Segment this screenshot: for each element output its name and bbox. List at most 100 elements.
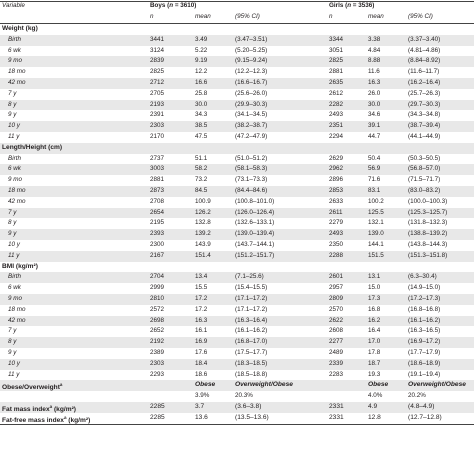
cell-bn: 2293 bbox=[150, 370, 165, 378]
table-row: 8 y 2195 132.8 (132.6–133.1) 2279 132.1 (131.8… bbox=[0, 218, 474, 229]
cell-gc: (44.1–44.9) bbox=[408, 133, 441, 140]
cell-bc: (139.0–139.4) bbox=[235, 230, 275, 238]
cell-gm: 4.84 bbox=[368, 46, 381, 54]
cell-bn: 2825 bbox=[150, 68, 165, 76]
cell-gn: 2622 bbox=[329, 316, 344, 324]
cell-gn: 2331 bbox=[329, 413, 344, 421]
row-label: 9 mo bbox=[8, 295, 22, 302]
cell-bm: 18.6 bbox=[195, 370, 208, 378]
table-row: 11 y 2170 47.5 (47.2–47.9) 2294 44.7 (44.1–44.… bbox=[0, 132, 474, 143]
cell-bm: 143.9 bbox=[195, 241, 211, 248]
cell-bc: (132.6–133.1) bbox=[235, 219, 275, 227]
cell-bc: (17.1–17.2) bbox=[235, 305, 268, 313]
cell-bn: 3003 bbox=[150, 165, 165, 173]
cell-gn: 2611 bbox=[329, 208, 343, 216]
cell-gn: 2601 bbox=[329, 273, 344, 281]
cell-gc: (17.7–17.9) bbox=[408, 349, 441, 356]
cell-gm: 83.1 bbox=[368, 187, 381, 194]
cell-bn: 2652 bbox=[150, 327, 165, 335]
variable-header: Variable bbox=[2, 2, 25, 9]
cell-bc: (34.1–34.5) bbox=[235, 111, 268, 119]
table-row: Birth 2737 51.1 (51.0–51.2) 2629 50.4 (50.3–50… bbox=[0, 154, 474, 165]
table-row: 9 mo 2839 9.19 (9.15–9.24) 2825 8.88 (8.84–8.9… bbox=[0, 56, 474, 68]
row-label: 11 y bbox=[8, 133, 20, 140]
cell-bm: 30.0 bbox=[195, 100, 208, 108]
table-row: 6 wk 3124 5.22 (5.20–5.25) 3051 4.84 (4.81–4.8… bbox=[0, 46, 474, 57]
cell-bm: 51.1 bbox=[195, 154, 208, 162]
row-label: 9 mo bbox=[8, 176, 22, 184]
table-row: 6 wk 2999 15.5 (15.4–15.5) 2957 15.0 (14.9–15.… bbox=[0, 283, 474, 294]
cell-gn: 2809 bbox=[329, 295, 344, 302]
section-header-row: Weight (kg) bbox=[0, 24, 474, 35]
cell-bc: (13.5–13.6) bbox=[235, 413, 269, 421]
cell-gm: 132.1 bbox=[368, 219, 384, 227]
section-header-row: Obese/Overweighta Obese Overweight/Obese Ob… bbox=[0, 380, 474, 392]
header-rule bbox=[0, 23, 474, 24]
cell-bc: (15.4–15.5) bbox=[235, 284, 268, 292]
cell-gm: 8.88 bbox=[368, 57, 381, 65]
section-title: Fat mass indexa (kg/m²) bbox=[2, 404, 76, 414]
table-row: Birth 3441 3.49 (3.47–3.51) 3344 3.38 (3.37–3.… bbox=[0, 34, 474, 46]
table-row: 11 y 2293 18.6 (18.5–18.8) 2283 19.3 (19.1–19.… bbox=[0, 370, 474, 381]
cell-bm: 16.9 bbox=[195, 338, 208, 346]
cell-gc: (38.7–39.4) bbox=[408, 122, 441, 130]
cell-bm: 17.2 bbox=[195, 305, 208, 313]
row-label: 7 y bbox=[8, 208, 17, 216]
cell-bn: 2170 bbox=[150, 133, 165, 140]
boys-ci-header: (95% CI) bbox=[235, 13, 260, 20]
section-title: Length/Height (cm) bbox=[2, 143, 63, 151]
cell-bn: 2999 bbox=[150, 284, 165, 292]
cell-bn: 2737 bbox=[150, 154, 165, 162]
table-row: 7 y 2705 25.8 (25.6–26.0) 2612 26.0 (25.7–26.3… bbox=[0, 89, 474, 100]
section-title: Fat-free mass indexa (kg/m²) bbox=[2, 414, 91, 424]
table-row: 7 y 2652 16.1 (16.1–16.2) 2608 16.4 (16.3–16.5… bbox=[0, 326, 474, 337]
obese-subheader: Obese bbox=[195, 381, 216, 389]
table-row: 42 mo 2698 16.3 (16.3–16.4) 2622 16.2 (16.1–16… bbox=[0, 315, 474, 327]
table-row: 9 y 2391 34.3 (34.1–34.5) 2493 34.6 (34.3–34.8… bbox=[0, 110, 474, 121]
cell-bc: (16.1–16.2) bbox=[235, 327, 268, 335]
row-label: 18 mo bbox=[8, 187, 26, 194]
row-label: Birth bbox=[8, 273, 21, 281]
row-label: 18 mo bbox=[8, 305, 26, 313]
cell-bm: 17.6 bbox=[195, 349, 208, 356]
cell-gn: 2881 bbox=[329, 68, 344, 76]
row-label: 18 mo bbox=[8, 68, 26, 76]
girls-mean-header: mean bbox=[368, 13, 384, 20]
cell-gn: 2608 bbox=[329, 327, 344, 335]
cell-bc: (84.4–84.6) bbox=[235, 187, 268, 194]
cell-gm: 16.3 bbox=[368, 79, 381, 86]
cell-gc: (6.3–30.4) bbox=[408, 273, 437, 281]
girls-ci-header: (95% CI) bbox=[408, 13, 433, 20]
cell-gm: 30.0 bbox=[368, 100, 381, 108]
cell-gn: 2896 bbox=[329, 176, 344, 184]
top-rule bbox=[0, 0, 474, 2]
cell-bn: 3124 bbox=[150, 46, 165, 54]
cell-gc: (17.2–17.3) bbox=[408, 295, 441, 302]
cell-gc: (143.8–144.3) bbox=[408, 241, 448, 248]
cell-bc: (3.6–3.8) bbox=[235, 403, 262, 410]
cell-bc: (29.9–30.3) bbox=[235, 100, 268, 108]
girls-header: Girls (n = 3536) bbox=[329, 2, 375, 9]
cell-bn: 2285 bbox=[150, 413, 165, 421]
cell-gn: 3344 bbox=[329, 35, 344, 43]
cell-gc: (151.3–151.8) bbox=[408, 251, 448, 259]
cell-gn: 2489 bbox=[329, 349, 344, 356]
row-label: 10 y bbox=[8, 122, 20, 130]
cell-gc: (56.8–57.0) bbox=[408, 165, 441, 173]
row-label: Birth bbox=[8, 154, 21, 162]
cell-gn: 2339 bbox=[329, 359, 344, 367]
cell-gc: (16.8–16.8) bbox=[408, 305, 441, 313]
cell-gm: 151.5 bbox=[368, 251, 384, 259]
cell-bc: (73.1–73.3) bbox=[235, 176, 268, 184]
row-label: 8 y bbox=[8, 338, 17, 346]
cell-bn: 2303 bbox=[150, 359, 165, 367]
row-label: 42 mo bbox=[8, 197, 26, 205]
cell-bm: 13.4 bbox=[195, 273, 208, 281]
cell-bm: 58.2 bbox=[195, 165, 208, 173]
cell-gc: (34.3–34.8) bbox=[408, 111, 441, 119]
cell-gn: 2277 bbox=[329, 338, 344, 346]
cell-gc: (12.7–12.8) bbox=[408, 413, 442, 421]
cell-gc: (131.8–132.3) bbox=[408, 219, 448, 227]
cell-gc: (14.9–15.0) bbox=[408, 284, 441, 292]
cell-bn: 2712 bbox=[150, 79, 165, 86]
